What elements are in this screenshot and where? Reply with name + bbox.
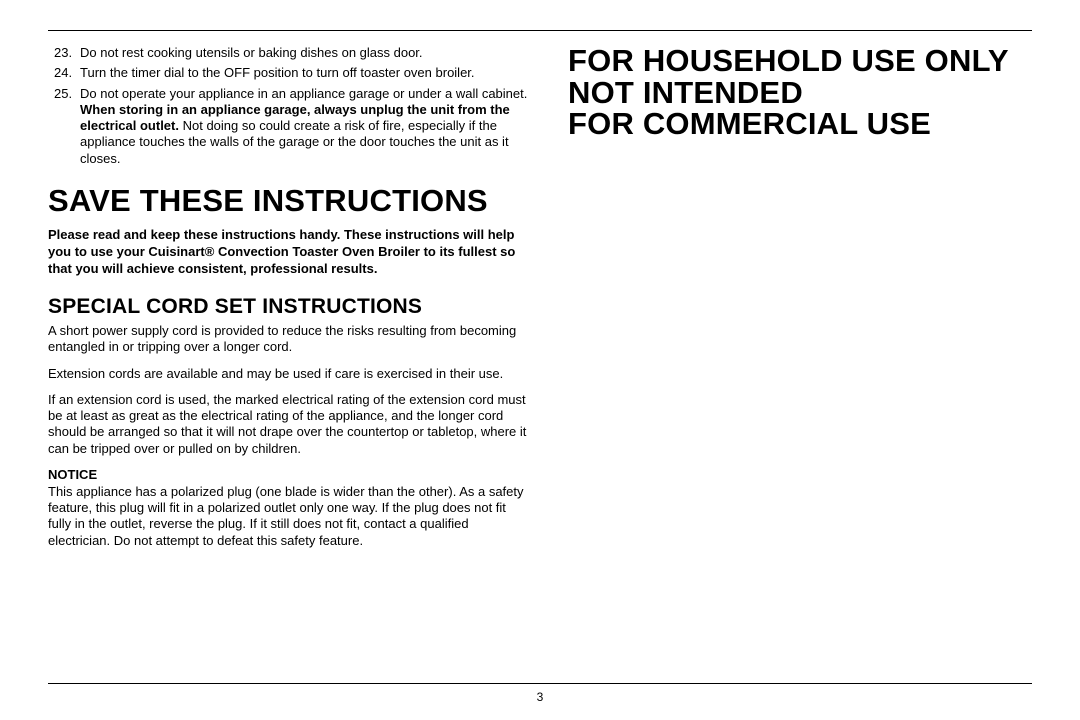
household-line-1: FOR HOUSEHOLD USE ONLY: [568, 43, 1009, 78]
list-item: 23. Do not rest cooking utensils or baki…: [48, 45, 528, 61]
list-text-pre: Do not operate your appliance in an appl…: [80, 86, 527, 101]
notice-label: NOTICE: [48, 467, 528, 482]
columns: 23. Do not rest cooking utensils or baki…: [48, 45, 1032, 559]
list-item: 25. Do not operate your appliance in an …: [48, 86, 528, 167]
bottom-rule: [48, 683, 1032, 684]
page: 23. Do not rest cooking utensils or baki…: [0, 0, 1080, 720]
list-text: Turn the timer dial to the OFF position …: [80, 65, 475, 80]
cord-paragraph-2: Extension cords are available and may be…: [48, 366, 528, 382]
household-line-3: FOR COMMERCIAL USE: [568, 106, 931, 141]
top-rule: [48, 30, 1032, 31]
numbered-list: 23. Do not rest cooking utensils or baki…: [48, 45, 528, 167]
registered-mark: ®: [205, 244, 215, 259]
cord-paragraph-3: If an extension cord is used, the marked…: [48, 392, 528, 457]
left-column: 23. Do not rest cooking utensils or baki…: [48, 45, 528, 559]
heading-save: SAVE THESE INSTRUCTIONS: [48, 185, 528, 218]
list-number: 23.: [54, 45, 72, 61]
heading-household: FOR HOUSEHOLD USE ONLY NOT INTENDED FOR …: [568, 45, 1028, 140]
right-column: FOR HOUSEHOLD USE ONLY NOT INTENDED FOR …: [568, 45, 1028, 559]
heading-cord: SPECIAL CORD SET INSTRUCTIONS: [48, 295, 528, 319]
household-line-2: NOT INTENDED: [568, 75, 803, 110]
list-number: 25.: [54, 86, 72, 102]
page-number: 3: [0, 690, 1080, 704]
list-text: Do not rest cooking utensils or baking d…: [80, 45, 423, 60]
please-paragraph: Please read and keep these instructions …: [48, 227, 528, 277]
list-item: 24. Turn the timer dial to the OFF posit…: [48, 65, 528, 81]
list-number: 24.: [54, 65, 72, 81]
notice-body: This appliance has a polarized plug (one…: [48, 484, 528, 549]
cord-paragraph-1: A short power supply cord is provided to…: [48, 323, 528, 356]
